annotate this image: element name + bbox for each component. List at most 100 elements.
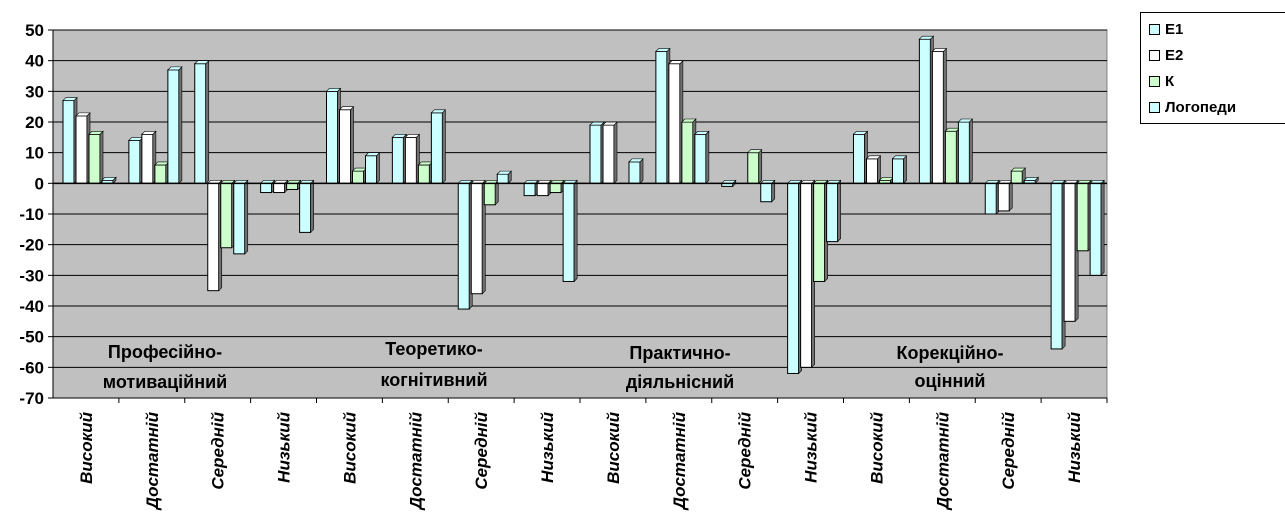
x-tick-label: Низький [802,411,821,482]
bar [1010,170,1023,184]
bar [760,182,773,203]
bar [457,182,470,310]
bar-top [338,106,355,111]
x-tick-label: Достатній [933,411,952,511]
bar-top [62,97,78,101]
bar-side [613,121,618,185]
bar [496,173,509,184]
legend-label-e1: Е1 [1165,20,1184,38]
bar-side [758,148,763,185]
bar-top [865,155,882,160]
y-tick-label: 30 [25,82,44,101]
bar [88,133,101,184]
bar [931,50,944,184]
bar-side [1100,179,1105,277]
x-tick-label: Високий [867,411,886,484]
bar-side [639,158,644,185]
bar-side [969,118,973,185]
legend-item-k: К [1149,71,1174,91]
bar [892,158,904,184]
bar [62,100,75,184]
bar-top [747,149,763,153]
bar [273,182,286,194]
bar-top [1023,176,1039,181]
bar [326,90,338,184]
bar [352,170,364,184]
y-tick-label: -60 [19,358,44,377]
bar [75,115,88,184]
legend-label-e2: Е2 [1165,46,1184,64]
bar [800,182,813,368]
bar [655,50,668,184]
bar [299,182,312,233]
legend-label-k: К [1165,72,1175,90]
bar-side [205,60,210,185]
bar [944,130,957,184]
bar-top [75,112,91,117]
bar-top [325,88,342,92]
x-tick-label: Низький [275,411,294,482]
bar-top [589,121,605,126]
bar [681,121,694,184]
group-label-line2: мотиваційний [103,372,227,392]
bar-top [668,60,684,65]
legend-swatch-k [1149,75,1160,87]
bar [787,182,800,374]
bar [194,63,207,184]
bar-side [310,179,314,234]
bar [826,182,839,243]
x-tick-label: Низький [1065,411,1084,482]
bar [286,182,299,190]
bar [523,182,536,197]
bar [339,109,351,184]
group-label-line1: Корекційно- [897,343,1004,363]
group-label-line2: когнітивний [380,370,487,390]
y-tick-label: -40 [19,297,44,316]
bar-side [244,179,249,255]
x-tick-label: Середній [472,411,491,489]
bar-top [194,60,210,65]
bar [589,124,602,184]
bar-top [852,130,869,135]
legend-item-e2: Е2 [1149,45,1183,65]
bar-side [376,152,380,185]
bar-top [918,35,935,40]
bar-top [391,134,408,138]
bar-top [404,134,421,138]
bar [417,164,430,184]
bar [141,133,154,184]
bar-top [628,158,644,163]
bar [154,164,167,184]
bar-side [1008,179,1013,212]
y-tick-label: 10 [25,144,44,163]
bar [365,155,377,184]
group-label-line2: оцінний [915,371,986,391]
bar [430,112,443,184]
bar [483,182,496,206]
bar-side [877,155,881,185]
bar [918,38,931,184]
bar-side [178,66,183,185]
bar [997,182,1010,212]
bar [813,182,826,282]
bar-top [694,130,710,135]
x-tick-label: Середній [209,411,228,489]
bar [602,124,615,184]
group-label-line1: Професійно- [108,342,222,362]
bar [128,139,141,184]
y-tick-label: 50 [25,21,44,40]
bar-side [903,155,907,185]
group-label-line1: Теоретико- [385,339,483,359]
bar [233,182,246,255]
bar-side [442,109,446,185]
bar-top [101,176,117,181]
x-tick-label: Високий [604,411,623,484]
legend: Е1 Е2 К Логопеди [1140,12,1285,124]
legend-label-logopedy: Логопеди [1165,98,1237,116]
x-tick-label: Середній [736,411,755,489]
x-tick-label: Високий [77,411,96,484]
bar-top [364,152,381,157]
bar [404,136,417,184]
